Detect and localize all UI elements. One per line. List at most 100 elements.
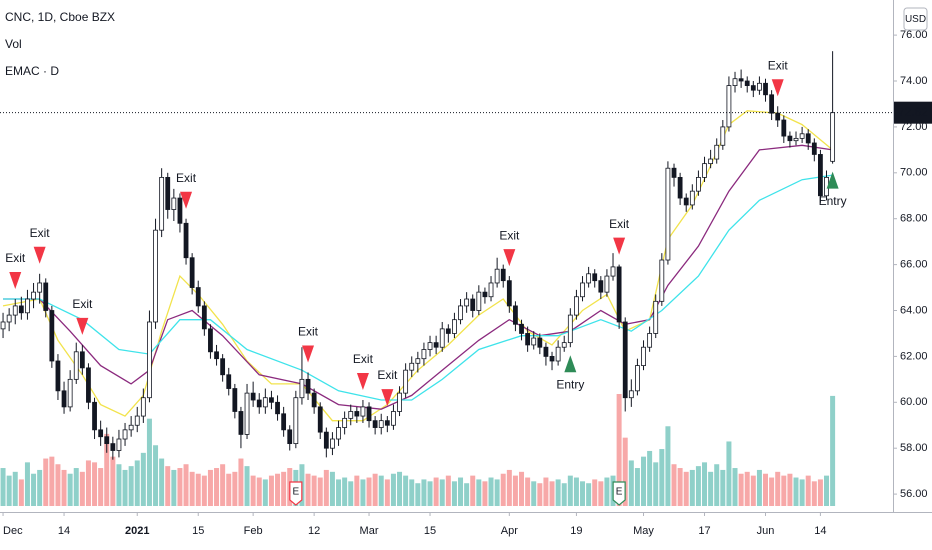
candle-body <box>226 374 232 389</box>
candle-body <box>269 397 274 403</box>
candle-body <box>281 413 287 431</box>
exit-label: Exit <box>768 58 789 72</box>
candle-body <box>366 406 372 422</box>
candle-body <box>415 358 421 364</box>
candle-body <box>0 321 6 330</box>
volume-bar <box>561 483 567 506</box>
last-price-tag <box>894 101 932 124</box>
volume-bar <box>738 473 744 506</box>
volume-bar <box>573 477 579 506</box>
volume-bar <box>275 473 281 506</box>
candle-body <box>391 411 396 426</box>
exit-label: Exit <box>30 226 51 240</box>
candle-body <box>31 291 36 300</box>
entry-marker <box>826 171 839 189</box>
candle-body <box>525 333 531 346</box>
candle-body <box>683 197 689 206</box>
candle-body <box>622 321 628 399</box>
volume-bar <box>616 394 622 506</box>
candle-body <box>458 305 463 321</box>
volume-bar <box>756 469 762 506</box>
volume-bar <box>366 477 372 506</box>
volume-bar <box>0 468 6 506</box>
y-tick-label: 68.00 <box>900 213 928 225</box>
candle-body <box>256 399 262 408</box>
x-tick-label: Feb <box>244 525 263 537</box>
candle-body <box>732 78 738 87</box>
volume-bar <box>281 471 287 506</box>
volume-bar <box>537 483 543 506</box>
entry-label: Entry <box>819 194 847 208</box>
volume-bar <box>659 449 665 506</box>
volume-bar <box>409 479 415 506</box>
entry-marker <box>564 355 577 373</box>
volume-bar <box>665 426 671 506</box>
candle-body <box>262 397 268 408</box>
volume-bar <box>183 464 189 506</box>
volume-bar <box>750 475 756 506</box>
exit-marker <box>180 191 193 209</box>
candle-body <box>702 163 707 178</box>
candle-body <box>55 360 61 392</box>
volume-bar <box>317 477 323 506</box>
volume-bar <box>744 471 750 506</box>
volume-bar <box>451 481 457 506</box>
volume-bar <box>55 464 61 506</box>
candle-body <box>409 362 415 371</box>
y-tick-label: 76.00 <box>900 29 928 41</box>
earnings-label: E <box>616 487 623 498</box>
candle-body <box>561 342 567 348</box>
volume-bar <box>24 462 30 506</box>
candle-body <box>201 305 207 330</box>
volume-bar <box>811 481 817 506</box>
volume-bar <box>18 479 24 506</box>
volume-bar <box>799 479 805 506</box>
volume-bar <box>189 471 195 506</box>
volume-bar <box>354 475 360 506</box>
indicator-label: EMAC · D <box>5 64 59 78</box>
volume-bar <box>726 441 732 506</box>
currency-box[interactable] <box>903 7 928 31</box>
volume-bar <box>256 477 262 506</box>
candle-body <box>818 154 823 197</box>
candle-body <box>513 305 518 325</box>
x-tick-label: 15 <box>424 525 436 537</box>
volume-bar <box>116 464 122 506</box>
candle-body <box>659 259 665 302</box>
candle-body <box>372 420 378 428</box>
candle-body <box>348 411 354 419</box>
candle-body <box>287 429 293 445</box>
candle-body <box>305 378 311 394</box>
x-tick-label: Mar <box>360 525 379 537</box>
candle-body <box>6 314 12 323</box>
candle-body <box>763 82 768 96</box>
volume-bar <box>6 475 12 506</box>
candle-body <box>811 142 817 155</box>
volume-bar <box>110 456 116 506</box>
volume-bar <box>695 466 701 506</box>
volume-bar <box>244 466 250 506</box>
candle-body <box>500 268 506 282</box>
x-tick-label: May <box>633 525 654 537</box>
candle-body <box>92 401 97 431</box>
volume-bar <box>500 473 506 506</box>
volume-bar <box>128 466 134 506</box>
candle-body <box>738 78 744 82</box>
candle-body <box>336 427 341 440</box>
currency[interactable]: USD <box>905 14 926 25</box>
volume-bar <box>775 471 781 506</box>
volume-bar <box>98 468 104 506</box>
volume-bar <box>146 418 152 506</box>
candle-body <box>110 443 116 451</box>
candle-body <box>531 337 537 346</box>
candle-body <box>781 119 787 137</box>
x-tick-label: Dec <box>3 525 23 537</box>
earnings-label: E <box>293 487 300 498</box>
volume-bar <box>458 477 464 506</box>
volume-bar <box>830 395 836 506</box>
volume-bar <box>494 479 500 506</box>
y-tick-label: 70.00 <box>900 167 928 179</box>
candle-body <box>610 266 616 277</box>
volume-bar <box>482 481 488 506</box>
candle-body <box>470 298 476 311</box>
